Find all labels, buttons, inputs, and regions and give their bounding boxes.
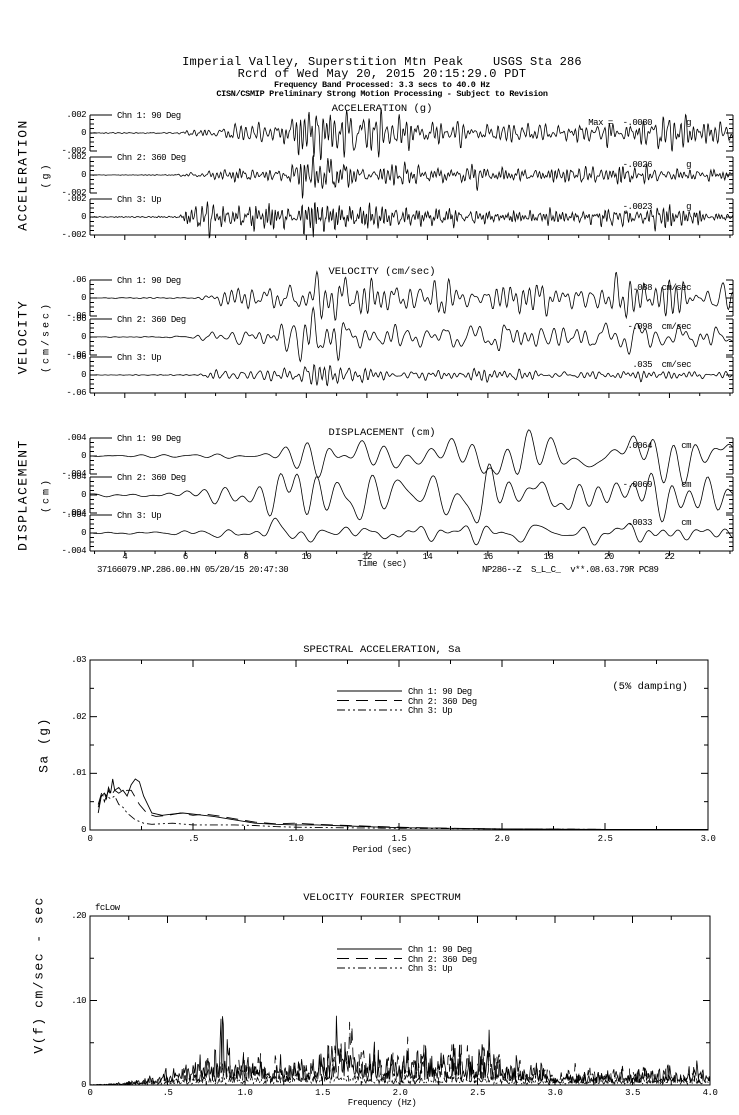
sa-title: SPECTRAL ACCELERATION, Sa xyxy=(303,644,461,656)
velocity-axis-label: VELOCITY xyxy=(15,299,31,375)
sa-ylabel: Sa (g) xyxy=(36,717,52,773)
acceleration-axis-label: ACCELERATION xyxy=(15,119,31,231)
fourier-ylabel-units: cm/sec - sec xyxy=(31,896,47,1008)
fourier-plot xyxy=(89,915,711,1086)
fourier-xlabel: Frequency (Hz) xyxy=(347,1098,417,1108)
footer-record-id: 37166079.NP.286.00.HN 05/20/15 20:47:30 xyxy=(97,565,289,575)
header-band-line: Frequency Band Processed: 3.3 secs to 40… xyxy=(273,80,491,90)
acceleration-title: ACCELERATION (g) xyxy=(331,103,433,115)
displacement-axis-unit: (cm) xyxy=(41,476,53,514)
displacement-title: DISPLACEMENT (cm) xyxy=(328,427,436,439)
velocity-title: VELOCITY (cm/sec) xyxy=(328,266,436,278)
displacement-plot xyxy=(89,429,734,556)
sa-xlabel: Period (sec) xyxy=(352,845,412,855)
acceleration-axis-unit: (g) xyxy=(41,161,53,189)
velocity-axis-unit: (cm/sec) xyxy=(41,300,53,374)
fourier-title: VELOCITY FOURIER SPECTRUM xyxy=(303,892,461,904)
fclow-annotation: fcLow xyxy=(95,903,120,913)
footer-processing-id: NP286--Z S_L_C_ v**.08.63.79R PC89 xyxy=(482,565,659,575)
damping-annotation: (5% damping) xyxy=(612,681,688,693)
header-notice-line: CISN/CSMIP Preliminary Strong Motion Pro… xyxy=(216,89,548,99)
velocity-plot xyxy=(89,270,734,398)
fourier-ylabel: V(f) xyxy=(31,1016,47,1054)
header-station-line: Imperial Valley, Superstition Mtn Peak U… xyxy=(182,55,582,69)
sa-plot xyxy=(89,659,709,831)
header-record-line: Rcrd of Wed May 20, 2015 20:15:29.0 PDT xyxy=(237,67,527,81)
displacement-axis-label: DISPLACEMENT xyxy=(15,439,31,551)
time-xlabel: Time (sec) xyxy=(357,559,407,569)
acceleration-plot xyxy=(89,108,734,240)
